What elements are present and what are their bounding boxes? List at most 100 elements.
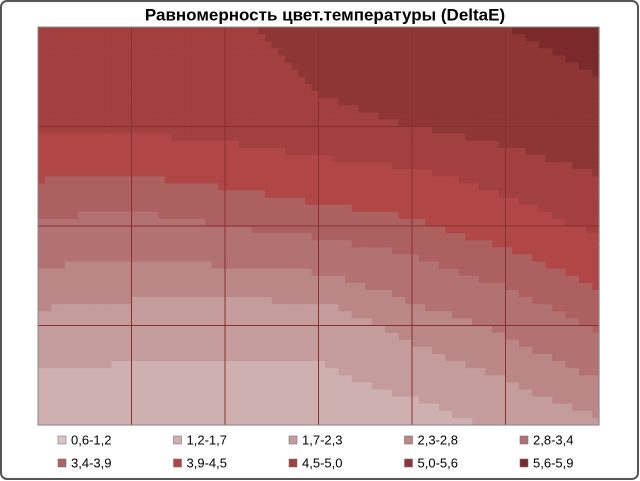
contour-cell [472,233,480,241]
contour-cell [51,403,59,412]
contour-cell [265,240,273,248]
contour-cell [91,183,99,192]
contour-cell [191,98,199,106]
contour-cell [58,382,66,391]
contour-cell [238,318,246,327]
contour-cell [452,154,460,163]
contour-cell [245,41,253,49]
contour-cell [271,183,280,192]
contour-cell [225,105,233,113]
contour-cell [512,282,520,291]
contour-cell [138,105,146,113]
contour-cell [171,126,179,135]
contour-cell [124,339,133,348]
contour-cell [184,218,193,227]
contour-cell [485,368,493,376]
contour-cell [445,48,453,57]
contour-cell [452,55,460,64]
contour-cell [51,90,59,99]
contour-cell [118,268,126,277]
contour-cell [91,353,99,362]
contour-cell [225,190,233,199]
contour-cell [472,169,480,177]
contour-cell [118,76,126,85]
contour-cell [258,318,266,327]
contour-cell [311,98,320,106]
contour-cell [131,375,139,383]
contour-cell [505,133,513,142]
contour-cell [164,69,173,78]
contour-cell [164,190,173,199]
contour-cell [131,289,139,298]
contour-cell [538,133,547,142]
contour-cell [391,83,400,92]
contour-cell [518,83,527,92]
contour-cell [425,304,433,312]
contour-cell [538,261,547,270]
contour-cell [251,417,259,426]
contour-cell [211,275,219,284]
contour-cell [458,403,467,412]
contour-cell [425,403,433,412]
contour-cell [291,282,300,291]
contour-cell [44,83,52,92]
contour-cell [178,126,186,135]
contour-cell [385,169,393,177]
contour-cell [124,197,133,206]
contour-cell [258,169,266,177]
contour-cell [158,332,166,341]
contour-cell [265,218,273,227]
contour-cell [432,48,440,57]
contour-cell [512,140,520,149]
contour-cell [338,62,346,71]
contour-cell [118,410,126,419]
contour-cell [238,297,246,305]
contour-cell [84,332,93,341]
contour-cell [485,332,493,341]
contour-cell [492,83,500,92]
contour-cell [171,254,179,263]
contour-cell [525,197,533,206]
contour-cell [585,233,593,241]
contour-cell [178,346,186,355]
contour-cell [238,382,246,391]
contour-cell [191,147,199,156]
contour-cell [532,154,540,163]
contour-cell [265,176,273,184]
contour-cell [378,55,386,64]
contour-cell [485,417,493,426]
contour-cell [151,211,159,220]
contour-cell [118,169,126,177]
contour-cell [512,41,520,49]
contour-cell [385,289,393,298]
contour-cell [492,69,500,78]
contour-cell [358,339,366,348]
contour-cell [131,90,139,99]
contour-cell [432,332,440,341]
contour-cell [144,27,153,35]
contour-cell [412,133,420,142]
contour-cell [385,83,393,92]
contour-cell [445,353,453,362]
contour-cell [64,368,72,376]
contour-cell [78,325,86,334]
contour-cell [412,318,420,327]
contour-cell [318,176,326,184]
contour-cell [51,48,59,57]
contour-cell [158,162,166,170]
contour-cell [478,261,487,270]
contour-cell [418,55,426,64]
contour-cell [84,197,93,206]
contour-cell [338,353,346,362]
contour-cell [258,226,266,234]
contour-cell [64,261,72,270]
contour-cell [184,133,193,142]
contour-cell [91,325,99,334]
contour-cell [465,34,473,42]
contour-cell [271,98,280,106]
contour-cell [418,254,426,263]
contour-cell [365,403,373,412]
contour-cell [184,325,193,334]
contour-cell [251,154,259,163]
contour-cell [512,353,520,362]
